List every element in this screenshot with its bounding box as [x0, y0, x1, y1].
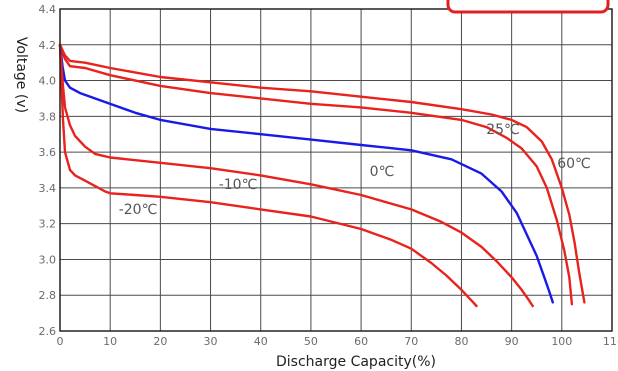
x-tick-label: 11( [603, 335, 618, 348]
series-line [58, 43, 478, 308]
x-tick-label: 60 [354, 335, 368, 348]
curve-label: -20℃ [119, 202, 158, 218]
y-tick-label: 4.4 [39, 3, 57, 16]
x-tick-label: 0 [57, 335, 64, 348]
curve-label: 60℃ [557, 156, 591, 172]
y-axis-ticks: 2.6 2.8 3.0 3.2 3.4 3.6 3.8 4.0 4.2 4.4 [39, 3, 57, 338]
y-tick-label: 3.8 [39, 110, 57, 123]
corner-badge [446, 0, 610, 14]
x-tick-label: 50 [304, 335, 318, 348]
y-tick-label: 3.6 [39, 146, 57, 159]
x-tick-label: 30 [204, 335, 218, 348]
x-tick-label: 70 [404, 335, 418, 348]
y-tick-label: 3.4 [39, 182, 57, 195]
x-axis-title: Discharge Capacity(%) [276, 354, 436, 370]
curve-labels: 25℃ 60℃ 0℃ -10℃ -20℃ [119, 122, 591, 218]
y-tick-label: 2.6 [39, 325, 57, 338]
x-tick-label: 100 [551, 335, 572, 348]
series-line [58, 43, 534, 308]
y-tick-label: 2.8 [39, 289, 57, 302]
x-tick-label: 80 [454, 335, 468, 348]
series-lines [58, 43, 586, 308]
x-tick-label: 10 [103, 335, 117, 348]
y-tick-label: 4.2 [39, 39, 57, 52]
x-tick-label: 90 [505, 335, 519, 348]
y-tick-label: 3.2 [39, 218, 57, 231]
x-axis-ticks: 0 10 20 30 40 50 60 70 80 90 100 11( [57, 335, 618, 348]
grid-lines [60, 9, 612, 331]
series-line [58, 43, 574, 306]
curve-label: 25℃ [486, 122, 520, 138]
series-line [58, 43, 554, 304]
x-tick-label: 40 [254, 335, 268, 348]
curve-label: 0℃ [370, 164, 395, 180]
y-axis-title: Voltage (v) [13, 37, 29, 113]
y-tick-label: 4.0 [39, 75, 57, 88]
plot-frame [59, 8, 613, 332]
y-tick-label: 3.0 [39, 253, 57, 266]
x-tick-label: 20 [153, 335, 167, 348]
curve-label: -10℃ [219, 177, 258, 193]
series-line [58, 43, 586, 304]
